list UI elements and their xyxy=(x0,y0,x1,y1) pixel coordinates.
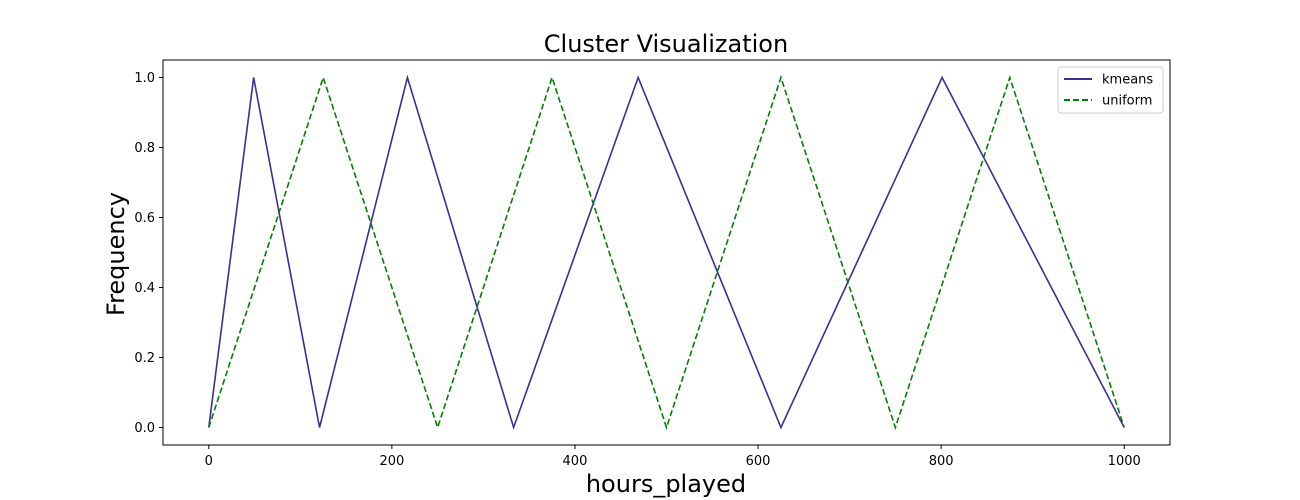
y-tick-label: 0.8 xyxy=(134,141,155,156)
x-tick-label: 400 xyxy=(563,454,588,469)
y-axis-ticks: 0.0 0.2 0.4 0.6 0.8 1.0 xyxy=(134,71,163,436)
y-tick-label: 0.0 xyxy=(134,421,155,436)
y-tick-label: 1.0 xyxy=(134,71,155,86)
legend-label-kmeans: kmeans xyxy=(1102,73,1153,88)
x-tick-label: 600 xyxy=(746,454,771,469)
legend-label-uniform: uniform xyxy=(1102,94,1152,109)
x-axis-label: hours_played xyxy=(586,470,746,498)
series-line-uniform xyxy=(208,74,1125,431)
series-line-kmeans xyxy=(207,74,1125,431)
x-tick-label: 800 xyxy=(929,454,954,469)
x-axis-ticks: 0 200 400 600 800 1000 xyxy=(205,445,1141,469)
y-tick-label: 0.2 xyxy=(134,351,155,366)
y-axis-label: Frequency xyxy=(102,192,130,316)
x-tick-label: 0 xyxy=(205,454,213,469)
x-tick-label: 1000 xyxy=(1108,454,1141,469)
plot-frame xyxy=(162,59,1171,446)
chart-title: Cluster Visualization xyxy=(544,30,788,58)
y-tick-label: 0.6 xyxy=(134,211,155,226)
x-tick-label: 200 xyxy=(379,454,404,469)
legend: kmeans uniform xyxy=(1057,66,1164,114)
plot-area xyxy=(162,59,1171,446)
y-tick-label: 0.4 xyxy=(134,281,155,296)
